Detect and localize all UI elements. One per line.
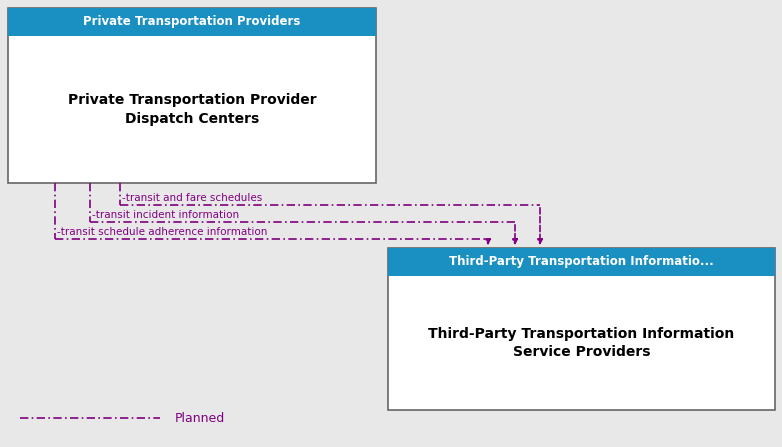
Text: Planned: Planned [175,412,225,425]
Text: Third-Party Transportation Information
Service Providers: Third-Party Transportation Information S… [429,327,734,359]
Text: -transit schedule adherence information: -transit schedule adherence information [57,227,267,237]
Text: -transit incident information: -transit incident information [92,210,239,220]
Text: -transit and fare schedules: -transit and fare schedules [122,193,262,203]
Bar [388,248,775,276]
Bar [8,8,376,36]
Bar [388,248,775,410]
Text: Private Transportation Providers: Private Transportation Providers [84,16,301,29]
Bar [8,8,376,183]
Text: Private Transportation Provider
Dispatch Centers: Private Transportation Provider Dispatch… [68,93,316,126]
Text: Third-Party Transportation Informatio...: Third-Party Transportation Informatio... [449,256,714,269]
